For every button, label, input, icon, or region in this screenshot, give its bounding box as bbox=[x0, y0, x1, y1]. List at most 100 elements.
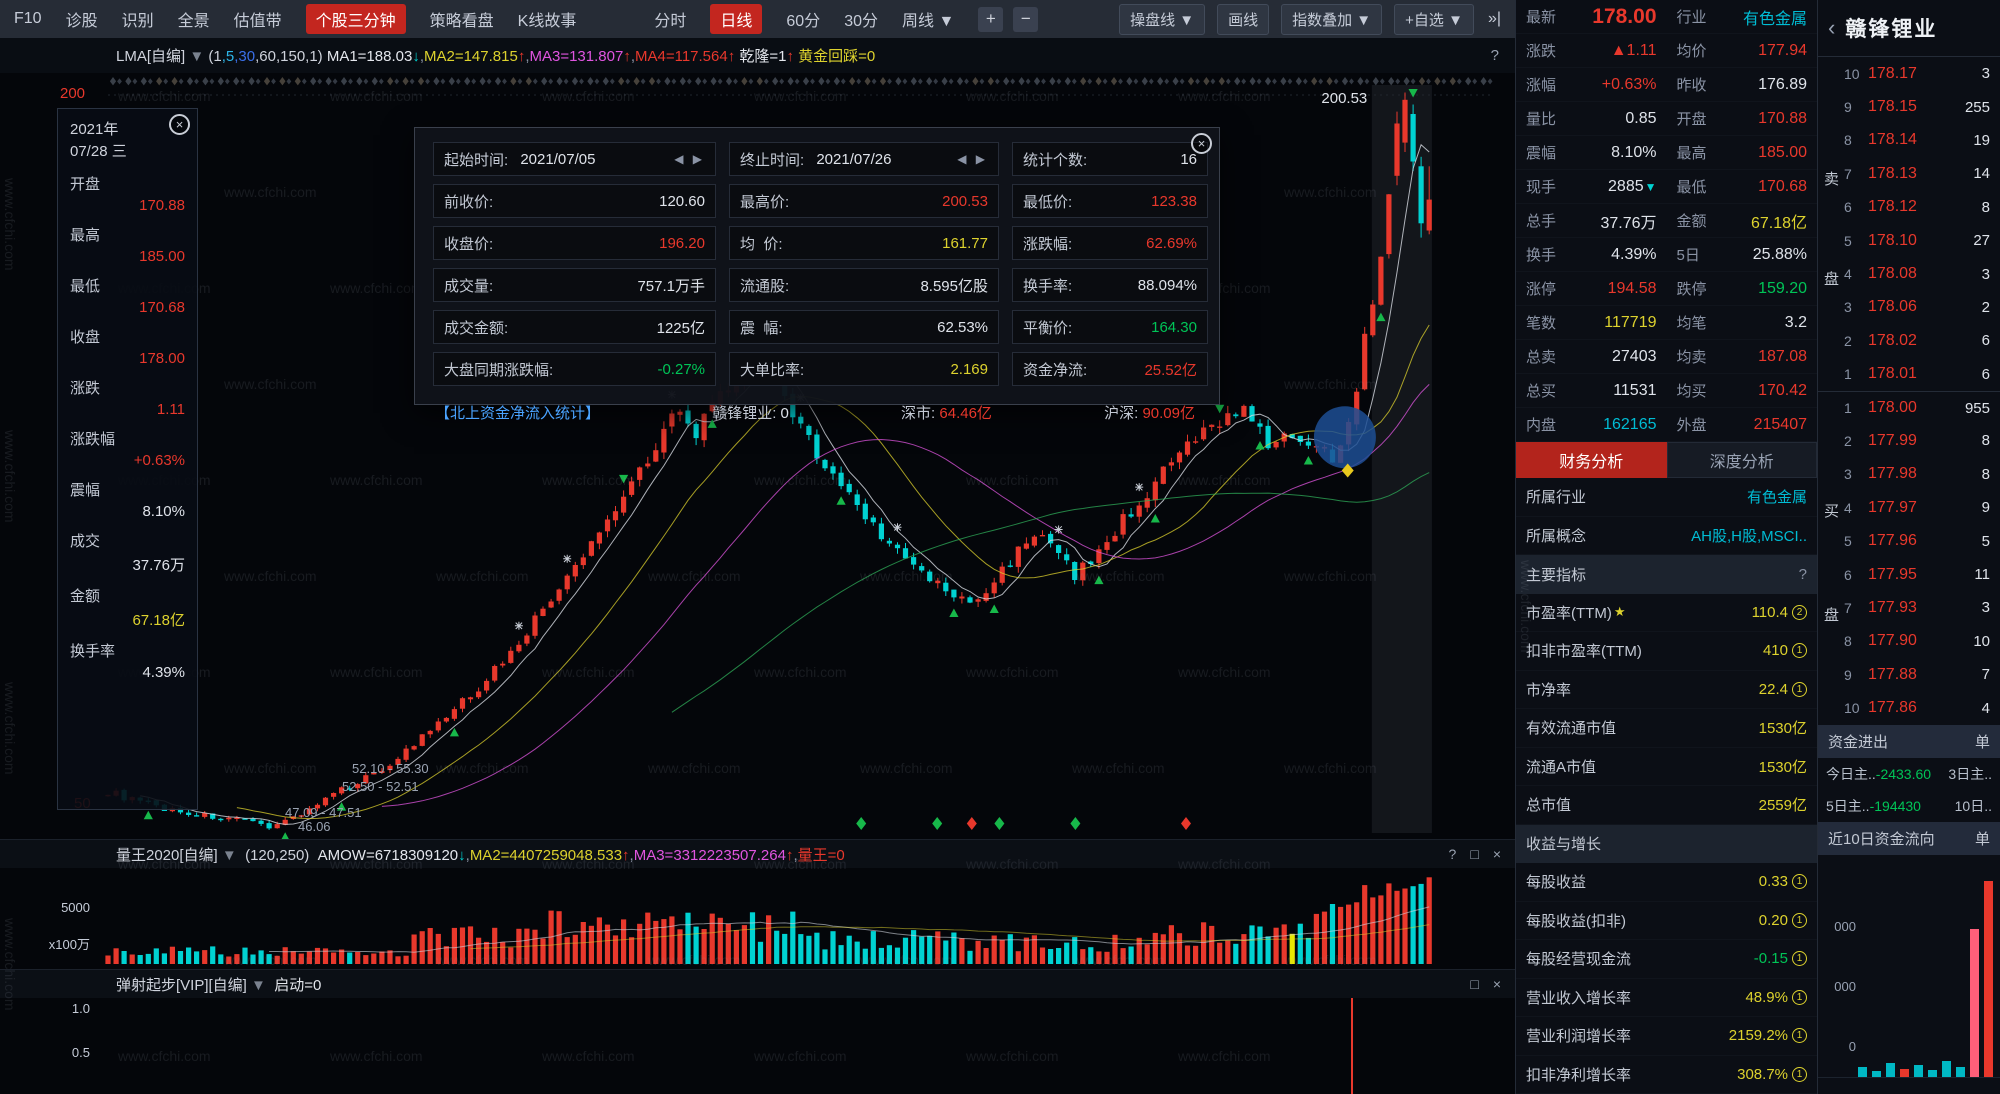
bid-row[interactable]: 2 177.99 8 bbox=[1818, 424, 2000, 457]
collapse-panel-icon[interactable]: »| bbox=[1487, 10, 1501, 27]
quote-rows: 最新 178.00 行业 有色金属 涨跌 ▲1.11 均价 177.94 涨幅 +0.63% 昨收 1… bbox=[1516, 0, 1817, 442]
date-stepper-arrows[interactable]: ◀ ▶ bbox=[674, 152, 705, 166]
rank-badge: 1 bbox=[1792, 681, 1807, 697]
quote-field-value: 25.88% bbox=[1752, 245, 1807, 263]
bid-row[interactable]: 10 177.86 4 bbox=[1818, 691, 2000, 724]
finance-row: 总市值 2559亿 bbox=[1516, 786, 1817, 825]
toolbar-tool-button[interactable]: 操盘线 ▼ bbox=[1119, 3, 1206, 35]
date-panel-field-label: 换手率 bbox=[70, 643, 116, 660]
toolbar-nav-item[interactable]: 估值带 bbox=[233, 13, 282, 30]
finance-row: 所属行业 有色金属 bbox=[1516, 478, 1817, 517]
popup-footer-label: 深市: bbox=[901, 405, 936, 422]
ask-row[interactable]: 8 178.14 19 bbox=[1818, 124, 2000, 157]
close-button[interactable]: × bbox=[169, 114, 190, 135]
popup-footer: 【北上资金净流入统计】 赣锋锂业: 0 深市: 64.46亿 沪深: 90.09亿 bbox=[433, 394, 1201, 423]
quote-field-value: 187.08 bbox=[1758, 347, 1807, 365]
ask-row[interactable]: 3 178.06 2 bbox=[1818, 291, 2000, 324]
finance-label: 所属行业 bbox=[1526, 489, 1587, 507]
bid-row[interactable]: 9 177.88 7 bbox=[1818, 658, 2000, 691]
ask-row[interactable]: 2 178.02 6 bbox=[1818, 324, 2000, 357]
close-button[interactable]: × bbox=[1191, 133, 1212, 154]
help-icon[interactable]: ? bbox=[1490, 47, 1499, 64]
popup-stats-grid: 前收价: 120.60 最高价: 200.53 最低价: 123.38 收盘价: 19… bbox=[433, 184, 1208, 386]
finance-value: AH股,H股,MSCI.. bbox=[1691, 527, 1807, 545]
toolbar-tool-button[interactable]: 指数叠加 ▼ bbox=[1281, 3, 1383, 35]
main-candlestick-chart[interactable]: 200.53 52.10 - 55.30 52.50 - 52.51 47.09 - … bbox=[0, 73, 1515, 839]
popup-field-label: 平衡价: bbox=[1023, 319, 1077, 337]
order-side-label: 买 bbox=[1824, 503, 1840, 520]
finance-row: 扣非市盈率(TTM) 410 1 bbox=[1516, 632, 1817, 671]
zoom-out-button[interactable]: − bbox=[1013, 6, 1039, 32]
quote-cell: 行业 有色金属 bbox=[1667, 0, 1818, 33]
ask-row[interactable]: 7 178.13 14 bbox=[1818, 157, 2000, 190]
panel-control-icon[interactable]: ? bbox=[1448, 846, 1457, 862]
back-icon[interactable]: ‹ bbox=[1828, 15, 1836, 40]
toolbar-tool-button[interactable]: +自选 ▼ bbox=[1394, 3, 1474, 35]
panel-control-icon[interactable]: × bbox=[1492, 846, 1501, 862]
indicator-segment: (1 bbox=[204, 48, 222, 65]
bid-price: 177.99 bbox=[1868, 431, 1917, 449]
toolbar-nav-item[interactable]: 全景 bbox=[177, 13, 210, 30]
bid-row[interactable]: 5 177.96 5 bbox=[1818, 524, 2000, 557]
order-book-header: ‹ 赣锋锂业 bbox=[1818, 0, 2000, 57]
toolbar-period-item[interactable]: 日线 bbox=[710, 4, 763, 34]
toolbar-period-item[interactable]: 30分 bbox=[844, 13, 879, 30]
ask-row[interactable]: 10 178.17 3 bbox=[1818, 57, 2000, 90]
tab-finance-analysis[interactable]: 财务分析 bbox=[1516, 442, 1667, 478]
flow-bar bbox=[1956, 1066, 1965, 1077]
ask-row[interactable]: 4 178.08 3 bbox=[1818, 257, 2000, 290]
toolbar-nav-item[interactable]: K线故事 bbox=[517, 13, 577, 30]
ask-row[interactable]: 9 178.15 255 bbox=[1818, 90, 2000, 123]
quote-row: 现手 2885 ▼ 最低 170.68 bbox=[1516, 170, 1817, 204]
fund-flow-unit: 单 bbox=[1974, 733, 1990, 751]
bid-row[interactable]: 8 177.90 10 bbox=[1818, 625, 2000, 658]
quote-row: 最新 178.00 行业 有色金属 bbox=[1516, 0, 1817, 34]
toolbar-nav-item[interactable]: 个股三分钟 bbox=[305, 4, 406, 34]
bid-row[interactable]: 1 178.00 955 bbox=[1818, 390, 2000, 424]
panel-control-icon[interactable]: × bbox=[1492, 976, 1501, 992]
fund-flow-cell: 3日主.. bbox=[1948, 765, 1992, 782]
help-icon[interactable]: ? bbox=[1798, 565, 1807, 583]
popup-stat-cell: 收盘价: 196.20 bbox=[433, 226, 716, 260]
toolbar-nav-item[interactable]: 诊股 bbox=[65, 13, 98, 30]
indicator-segment: ↑ bbox=[727, 48, 736, 65]
flow-axis-label: 000 bbox=[1834, 918, 1856, 934]
ask-row[interactable]: 5 178.10 27 bbox=[1818, 224, 2000, 257]
flow-bar bbox=[1970, 928, 1979, 1077]
tab-deep-analysis[interactable]: 深度分析 bbox=[1666, 442, 1817, 478]
volume-axis-label: 5000 bbox=[61, 900, 90, 915]
finance-label: 市净率 bbox=[1526, 681, 1572, 699]
ask-row[interactable]: 1 178.01 6 bbox=[1818, 358, 2000, 391]
popup-field-label: 换手率: bbox=[1023, 277, 1077, 295]
rank-badge: 1 bbox=[1792, 1028, 1807, 1044]
quote-tabs: 财务分析 深度分析 bbox=[1516, 442, 1817, 478]
toolbar-period-item[interactable]: 周线 ▼ bbox=[902, 13, 955, 30]
quote-cell: 最新 178.00 bbox=[1516, 0, 1667, 33]
indicator-segment: ↑ bbox=[517, 48, 526, 65]
flow-bar bbox=[1942, 1060, 1951, 1077]
finance-value: 2159.2% bbox=[1728, 1027, 1788, 1045]
date-stepper-arrows[interactable]: ◀ ▶ bbox=[957, 152, 988, 166]
ask-row[interactable]: 6 178.12 8 bbox=[1818, 191, 2000, 224]
indicator-segment: , bbox=[525, 48, 530, 65]
indicator-segment: (120,250) bbox=[236, 846, 318, 864]
quote-field-label: 5日 bbox=[1676, 247, 1700, 264]
toolbar-period-item[interactable]: 60分 bbox=[786, 13, 821, 30]
toolbar-nav-item[interactable]: 识别 bbox=[121, 13, 154, 30]
rank-badge: 1 bbox=[1792, 874, 1807, 890]
bid-row[interactable]: 3 177.98 8 bbox=[1818, 458, 2000, 491]
quote-field-label: 最高 bbox=[1676, 145, 1707, 162]
panel-control-icon[interactable]: □ bbox=[1470, 976, 1479, 992]
toolbar-nav-item[interactable]: 策略看盘 bbox=[429, 13, 494, 30]
panel-control-icon[interactable]: □ bbox=[1470, 846, 1479, 862]
zoom-in-button[interactable]: + bbox=[978, 6, 1004, 32]
toolbar-nav-item[interactable]: F10 bbox=[14, 10, 42, 27]
bid-row[interactable]: 7 177.93 3 bbox=[1818, 591, 2000, 624]
toolbar-period-item[interactable]: 分时 bbox=[654, 13, 687, 30]
quote-field-label: 最低 bbox=[1676, 179, 1707, 196]
bid-row[interactable]: 4 177.97 9 bbox=[1818, 491, 2000, 524]
indicator-segment: 量王2020[自编] bbox=[116, 846, 222, 864]
bid-row[interactable]: 6 177.95 11 bbox=[1818, 558, 2000, 591]
indicator-segment: ,60,150,1) bbox=[255, 48, 327, 65]
toolbar-tool-button[interactable]: 画线 bbox=[1217, 3, 1270, 35]
